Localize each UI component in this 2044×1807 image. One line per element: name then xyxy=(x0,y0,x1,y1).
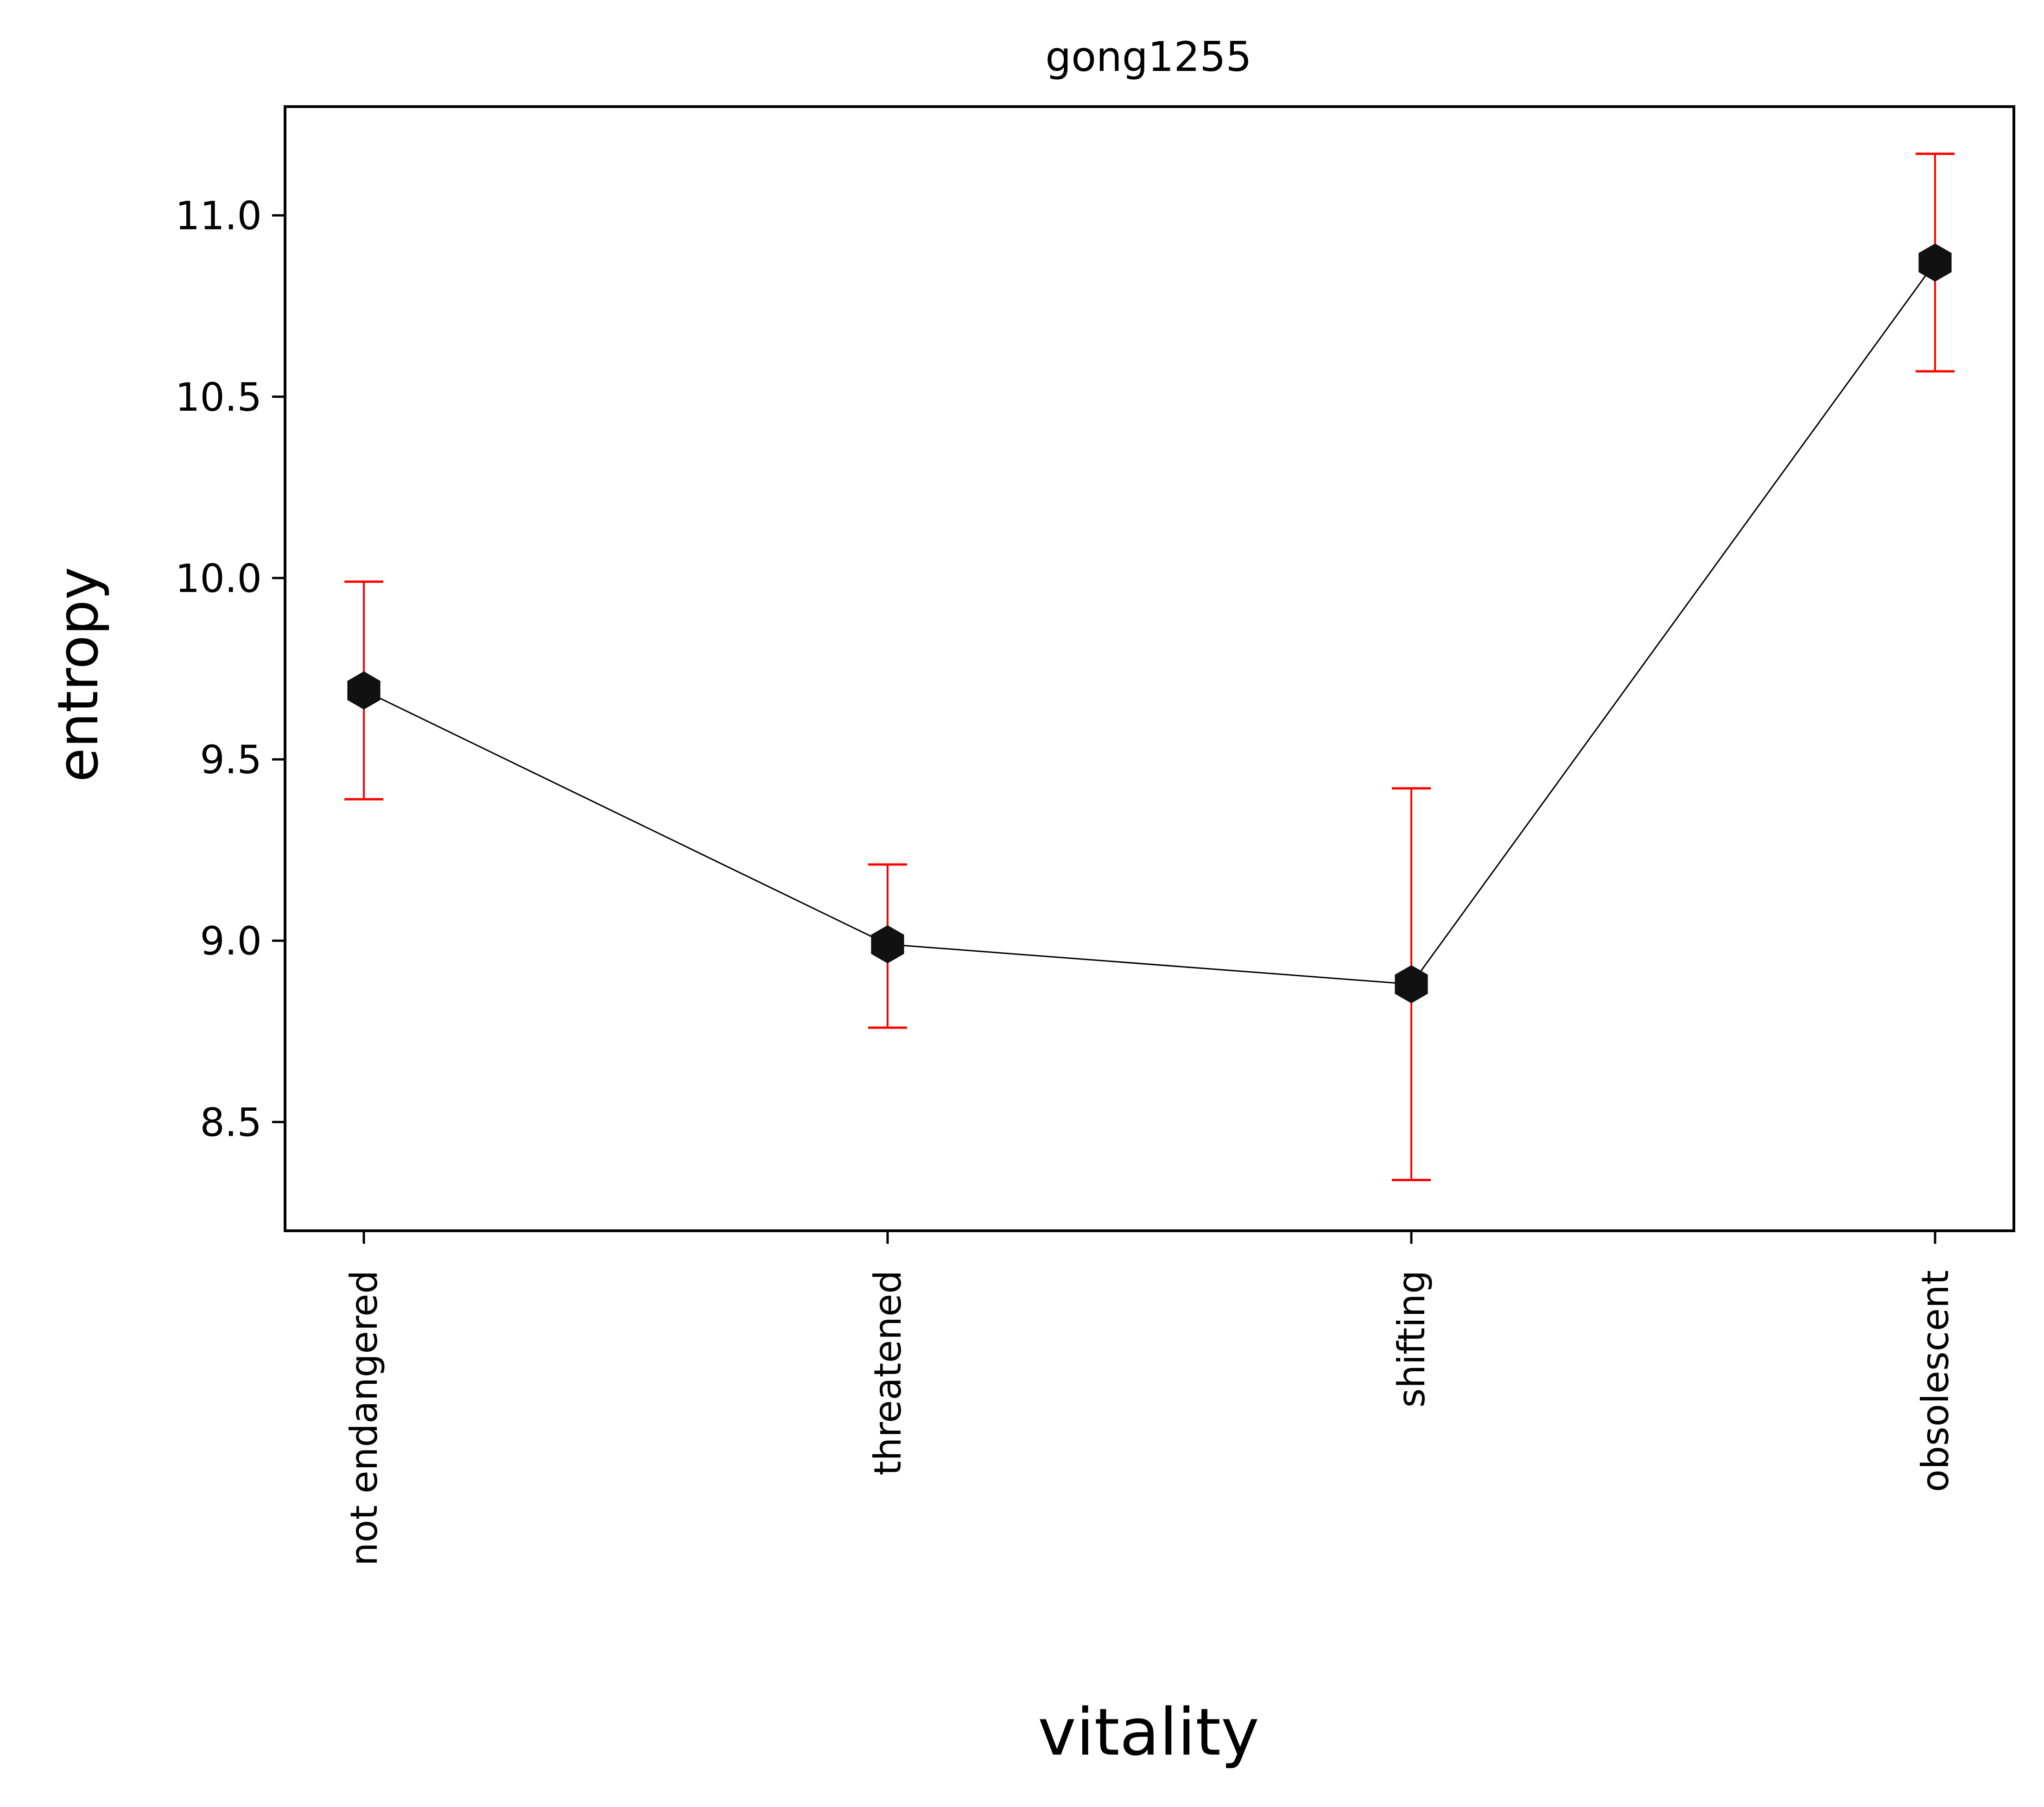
data-point-marker xyxy=(1395,965,1428,1004)
data-markers xyxy=(347,243,1952,1004)
x-tick-label: not endangered xyxy=(343,1270,386,1566)
x-axis-ticks: not endangered threatened shifting obsolesc… xyxy=(343,1231,1957,1566)
x-tick-label: shifting xyxy=(1390,1270,1433,1407)
data-point-marker xyxy=(1918,243,1952,282)
y-tick-label: 9.5 xyxy=(200,737,262,783)
series-line-group xyxy=(363,262,1936,985)
plot-area-frame xyxy=(284,105,2015,1232)
y-tick-label: 11.0 xyxy=(175,193,262,239)
data-point-marker xyxy=(347,671,381,710)
x-tick-label: obsolescent xyxy=(1914,1270,1957,1492)
x-tick-label: threatened xyxy=(866,1270,909,1476)
y-tick-label: 9.0 xyxy=(200,918,262,964)
data-point-marker xyxy=(871,925,904,964)
y-axis-ticks: 8.5 9.0 9.5 10.0 10.5 11.0 xyxy=(175,193,285,1145)
y-tick-label: 10.0 xyxy=(175,556,262,601)
chart-title: gong1255 xyxy=(1045,33,1251,81)
x-axis-label: vitality xyxy=(1038,1695,1259,1770)
y-tick-label: 10.5 xyxy=(175,375,262,420)
y-tick-label: 8.5 xyxy=(200,1100,262,1145)
series-line xyxy=(363,262,1936,985)
y-axis-label: entropy xyxy=(46,567,111,782)
